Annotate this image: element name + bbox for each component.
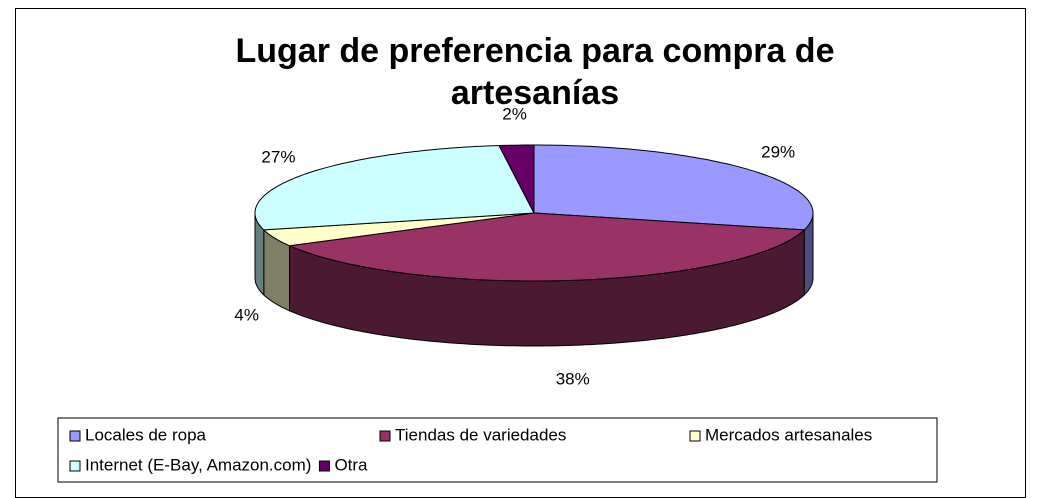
pie-slice bbox=[287, 212, 806, 282]
pie-slice bbox=[498, 144, 535, 214]
legend-box bbox=[57, 417, 938, 483]
pie-slice bbox=[533, 144, 814, 231]
legend-label: Otra bbox=[334, 455, 368, 474]
legend-swatch bbox=[379, 430, 391, 442]
data-label: 27% bbox=[261, 147, 295, 166]
legend-swatch bbox=[69, 430, 81, 442]
legend-swatch bbox=[69, 460, 81, 472]
data-label: 29% bbox=[761, 142, 795, 161]
legend-label: Locales de ropa bbox=[85, 425, 207, 444]
pie-slice bbox=[254, 144, 535, 231]
legend-swatch bbox=[318, 460, 330, 472]
chart-title: Lugar de preferencia para compra de arte… bbox=[235, 32, 835, 112]
legend-label: Internet (E-Bay, Amazon.com) bbox=[85, 455, 311, 474]
data-label: 38% bbox=[556, 370, 590, 389]
data-label: 4% bbox=[234, 305, 259, 324]
data-label: 2% bbox=[502, 105, 527, 124]
legend-label: Mercados artesanales bbox=[705, 425, 872, 444]
legend-label: Tiendas de variedades bbox=[395, 425, 566, 444]
pie-slice bbox=[262, 212, 535, 247]
legend-swatch bbox=[689, 430, 701, 442]
